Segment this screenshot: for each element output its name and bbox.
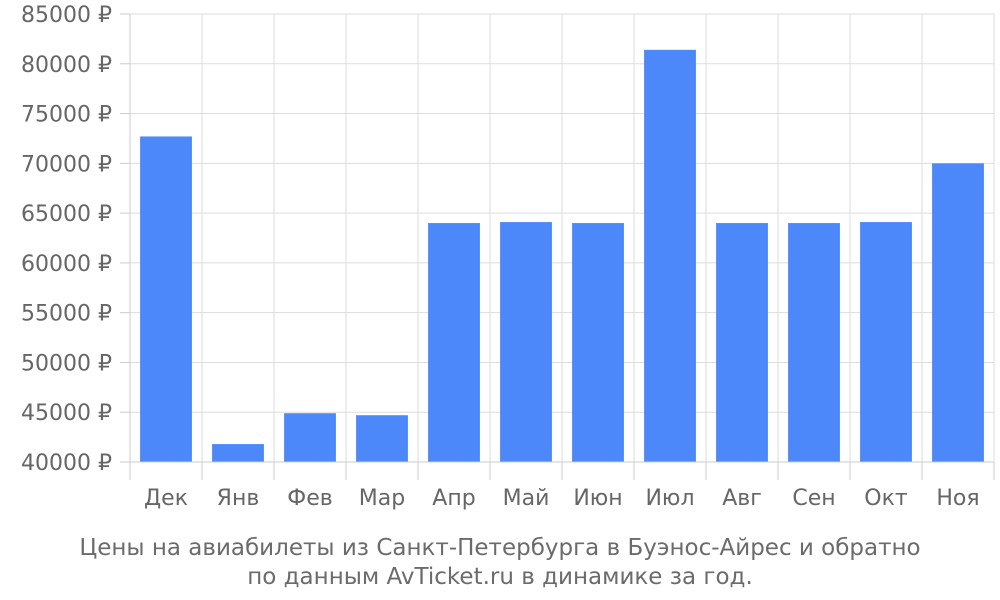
y-tick-label: 65000 ₽: [21, 202, 112, 227]
y-tick-label: 85000 ₽: [21, 3, 112, 28]
chart-caption-line-2: по данным AvTicket.ru в динамике за год.: [247, 564, 753, 590]
y-tick-label: 50000 ₽: [21, 351, 112, 376]
x-tick-label: Янв: [217, 486, 260, 511]
x-tick-label: Июл: [645, 486, 694, 511]
x-tick-label: Фев: [287, 486, 332, 511]
bar-12: [932, 163, 984, 463]
x-tick-label: Дек: [144, 486, 188, 511]
bar-8: [644, 49, 696, 463]
bar-9: [716, 223, 768, 462]
x-tick-label: Мар: [359, 486, 405, 511]
y-tick-label: 55000 ₽: [21, 302, 112, 327]
y-tick-label: 70000 ₽: [21, 152, 112, 177]
axes: [120, 13, 995, 480]
x-tick-label: Ноя: [936, 486, 979, 511]
y-tick-label: 75000 ₽: [21, 103, 112, 128]
bar-7: [572, 223, 624, 462]
bar-6: [500, 222, 552, 462]
bar-5: [428, 223, 480, 462]
bar-1: [140, 136, 192, 462]
x-tick-label: Апр: [432, 486, 475, 511]
bar-10: [788, 223, 840, 462]
bars: [140, 49, 984, 463]
y-tick-label: 60000 ₽: [21, 252, 112, 277]
y-tick-label: 45000 ₽: [21, 401, 112, 426]
x-tick-label: Июн: [573, 486, 622, 511]
bar-3: [284, 413, 336, 462]
y-axis-tick-labels: 40000 ₽ 45000 ₽ 50000 ₽ 55000 ₽ 60000 ₽ 65000…: [21, 3, 112, 476]
x-tick-label: Авг: [722, 486, 762, 511]
x-tick-label: Окт: [864, 486, 908, 511]
y-tick-label: 40000 ₽: [21, 451, 112, 476]
x-tick-label: Сен: [792, 486, 835, 511]
x-tick-label: Май: [503, 486, 550, 511]
bar-4: [356, 415, 408, 462]
x-axis-tick-labels: Дек Янв Фев Мар Апр Май Июн Июл Авг Сен Окт Ноя: [144, 486, 980, 511]
y-tick-label: 80000 ₽: [21, 53, 112, 78]
bar-11: [860, 222, 912, 462]
chart-caption-line-1: Цены на авиабилеты из Санкт-Петербурга в…: [79, 535, 921, 561]
bar-2: [212, 444, 264, 462]
bar-chart: 40000 ₽ 45000 ₽ 50000 ₽ 55000 ₽ 60000 ₽ 65000…: [21, 3, 995, 511]
